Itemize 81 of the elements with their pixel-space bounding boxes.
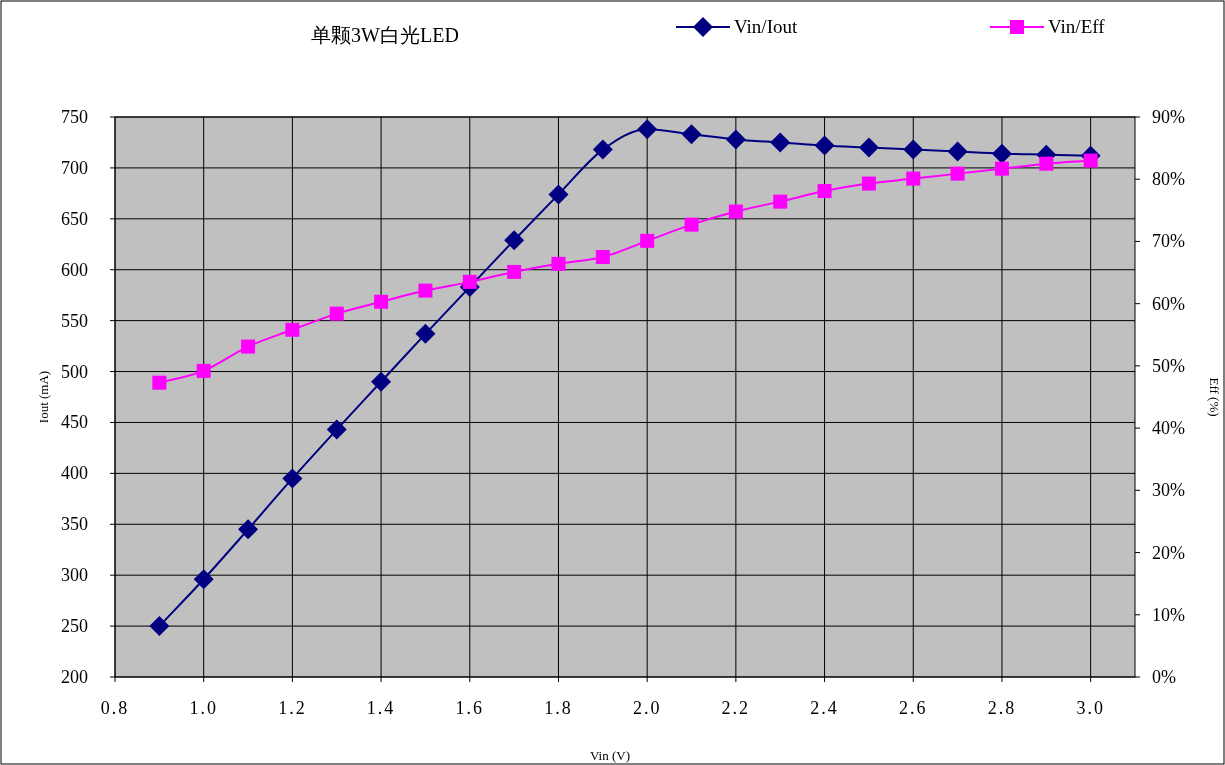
chart-title: 单颗3W白光LED bbox=[311, 24, 459, 46]
point bbox=[371, 371, 392, 392]
point bbox=[415, 323, 436, 344]
point bbox=[681, 124, 702, 145]
x-tick-label: 2.8 bbox=[987, 698, 1017, 718]
x-tick-label: 2.2 bbox=[721, 698, 751, 718]
y-tick-label: 700 bbox=[61, 157, 88, 178]
point bbox=[193, 569, 214, 590]
y-tick-label: 400 bbox=[61, 463, 88, 484]
x-tick-label: 3.0 bbox=[1076, 698, 1105, 718]
y2-tick-label: 60% bbox=[1152, 293, 1185, 314]
x-tick-label: 1.2 bbox=[278, 698, 307, 718]
legend-label: Vin/Iout bbox=[734, 16, 798, 37]
y-tick-label: 450 bbox=[61, 412, 88, 433]
x-tick-label: 2.0 bbox=[632, 698, 662, 718]
x-tick-label: 1.8 bbox=[544, 698, 573, 718]
point bbox=[504, 230, 525, 251]
point bbox=[994, 161, 1009, 176]
x-axis-title: Vin (V) bbox=[589, 748, 631, 763]
point bbox=[814, 135, 835, 156]
y2-tick-label: 80% bbox=[1152, 169, 1185, 190]
y2-axis-title: Eff (%) bbox=[1207, 377, 1222, 417]
x-tick-label: 1.0 bbox=[189, 698, 218, 718]
point bbox=[817, 184, 832, 199]
point bbox=[241, 339, 256, 354]
point bbox=[991, 143, 1012, 164]
x-tick-label: 0.8 bbox=[100, 698, 130, 718]
point bbox=[906, 171, 921, 186]
y-tick-label: 200 bbox=[61, 667, 88, 687]
point bbox=[152, 375, 167, 390]
x-tick-label: 1.4 bbox=[366, 698, 396, 718]
y2-tick-label: 70% bbox=[1152, 231, 1185, 252]
y2-tick-label: 10% bbox=[1152, 604, 1185, 625]
y2-tick-label: 50% bbox=[1152, 355, 1185, 376]
point bbox=[285, 322, 300, 337]
point bbox=[637, 119, 658, 140]
point bbox=[548, 184, 569, 205]
y-axis-title: Iout (mA) bbox=[36, 370, 51, 424]
point bbox=[728, 204, 743, 219]
x-tick-label: 2.4 bbox=[810, 698, 839, 718]
y-tick-label: 350 bbox=[61, 514, 88, 535]
point bbox=[326, 419, 347, 440]
point bbox=[861, 176, 876, 191]
legend-label: Vin/Eff bbox=[1048, 16, 1106, 37]
point bbox=[282, 468, 303, 489]
y-tick-label: 500 bbox=[61, 361, 88, 382]
point bbox=[462, 274, 477, 289]
point bbox=[1039, 156, 1054, 171]
point bbox=[1083, 153, 1098, 168]
y-tick-label: 750 bbox=[61, 107, 88, 127]
y-tick-label: 300 bbox=[61, 565, 88, 586]
point bbox=[507, 264, 522, 279]
y2-tick-label: 30% bbox=[1152, 480, 1185, 501]
point bbox=[773, 194, 788, 209]
y-tick-label: 550 bbox=[61, 310, 88, 331]
y-tick-label: 600 bbox=[61, 259, 88, 280]
point bbox=[770, 132, 791, 153]
y2-tick-label: 40% bbox=[1152, 418, 1185, 439]
y2-tick-label: 90% bbox=[1152, 107, 1185, 127]
point bbox=[196, 363, 211, 378]
point bbox=[329, 306, 344, 321]
x-tick-label: 2.6 bbox=[899, 698, 928, 718]
point bbox=[592, 139, 613, 160]
y-tick-label: 650 bbox=[61, 208, 88, 229]
point bbox=[640, 233, 655, 248]
point bbox=[858, 137, 879, 158]
x-tick-label: 1.6 bbox=[455, 698, 485, 718]
point bbox=[551, 256, 566, 271]
y2-tick-label: 0% bbox=[1152, 667, 1176, 687]
point bbox=[595, 250, 610, 264]
point bbox=[374, 294, 389, 309]
point bbox=[418, 283, 433, 298]
y2-tick-label: 20% bbox=[1152, 542, 1185, 563]
point bbox=[903, 139, 924, 160]
point bbox=[684, 217, 699, 232]
point bbox=[947, 141, 968, 162]
point bbox=[725, 129, 746, 150]
point bbox=[149, 616, 170, 637]
point bbox=[238, 519, 259, 540]
point bbox=[950, 166, 965, 181]
y-tick-label: 250 bbox=[61, 616, 88, 637]
